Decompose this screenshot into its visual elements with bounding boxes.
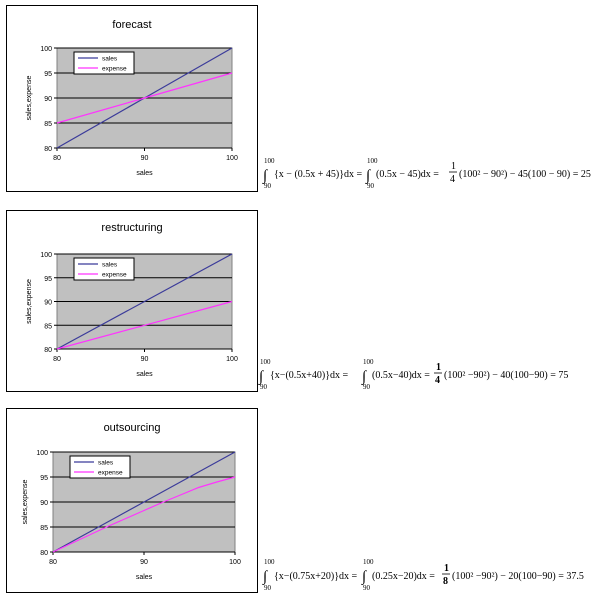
chart-title: forecast: [112, 19, 151, 31]
y-axis-label: sales,expense: [22, 480, 29, 525]
chart-panel-outsourcing: outsourcing 80 85 90 95 100 80 90 100 sales sales,…: [6, 408, 258, 593]
integrand-original: {x − (0.5x + 45)}dx =: [274, 169, 363, 180]
y-tick-label: 80: [44, 347, 52, 354]
chart-panel-restructuring: restructuring 80 85 90 95 100 80 90 100 sales sale…: [6, 210, 258, 392]
y-tick-label: 90: [40, 500, 48, 507]
x-tick-label: 90: [141, 155, 149, 162]
fraction-denominator: 4: [450, 174, 455, 185]
integral-upper-limit: 100: [363, 558, 374, 566]
legend-label-sales: sales: [102, 262, 118, 269]
x-tick-label: 80: [53, 356, 61, 363]
fraction-denominator: 4: [435, 375, 440, 386]
fraction-numerator: 1: [436, 362, 441, 373]
x-axis-label: sales: [136, 574, 153, 581]
y-tick-label: 80: [44, 146, 52, 153]
y-axis-label: sales,expense: [26, 279, 33, 324]
y-tick-label: 95: [40, 475, 48, 482]
integral-lower-limit: 90: [260, 383, 268, 391]
integral-upper-limit: 100: [264, 558, 275, 566]
integrand-original: {x−(0.5x+40)}dx =: [270, 370, 349, 381]
integral-lower-limit: 90: [264, 182, 272, 190]
x-tick-label: 100: [226, 155, 238, 162]
integral-lower-limit: 90: [367, 182, 375, 190]
legend: sales expense: [73, 257, 135, 281]
integrand-simplified: (0.5x−40)dx =: [372, 370, 430, 381]
x-axis-label: sales: [136, 371, 153, 378]
chart-panel-forecast: forecast 80 85 90 95 100 80 90 100 sales sales,exp…: [6, 5, 258, 192]
fraction-denominator: 8: [443, 576, 448, 587]
formula-forecast: 100 ∫ 90 {x − (0.5x + 45)}dx = 100 ∫ 90 …: [262, 156, 602, 190]
integrand-simplified: (0.25x−20)dx =: [372, 571, 435, 582]
y-tick-label: 80: [40, 550, 48, 557]
integral-upper-limit: 100: [363, 358, 374, 366]
chart-outsourcing: outsourcing 80 85 90 95 100 80 90 100 sales sales,…: [22, 422, 241, 581]
formula-result: (100² − 90²) − 45(100 − 90) = 25: [459, 169, 591, 180]
legend-label-sales: sales: [102, 56, 118, 63]
x-tick-label: 100: [229, 559, 241, 566]
integral-sign: ∫: [258, 369, 265, 385]
y-tick-label: 95: [44, 276, 52, 283]
integral-sign: ∫: [361, 569, 368, 585]
chart-title: outsourcing: [104, 422, 161, 434]
integral-upper-limit: 100: [264, 157, 275, 165]
y-tick-label: 90: [44, 96, 52, 103]
integrand-simplified: (0.5x − 45)dx =: [376, 169, 439, 180]
x-axis-label: sales: [136, 170, 153, 177]
integral-lower-limit: 90: [363, 584, 371, 592]
integral-upper-limit: 100: [367, 157, 378, 165]
fraction-numerator: 1: [451, 161, 456, 172]
integral-sign: ∫: [365, 168, 372, 184]
integral-upper-limit: 100: [260, 358, 271, 366]
y-tick-label: 85: [40, 525, 48, 532]
chart-title: restructuring: [101, 222, 162, 234]
x-tick-label: 90: [141, 356, 149, 363]
formula-outsourcing: 100 ∫ 90 {x−(0.75x+20)}dx = 100 ∫ 90 (0.…: [262, 557, 602, 593]
legend: sales expense: [69, 455, 131, 479]
integral-sign: ∫: [262, 168, 269, 184]
series-line-expense: [56, 72, 233, 124]
x-tick-label: 100: [226, 356, 238, 363]
formula-result: (100² −90²) − 20(100−90) = 37.5: [452, 571, 584, 582]
formula-restructuring: 100 ∫ 90 {x−(0.5x+40)}dx = 100 ∫ 90 (0.5…: [258, 357, 603, 391]
legend-label-sales: sales: [98, 460, 114, 467]
legend: sales expense: [73, 51, 135, 75]
y-tick-label: 85: [44, 323, 52, 330]
x-tick-label: 80: [53, 155, 61, 162]
y-tick-label: 100: [36, 450, 48, 457]
y-tick-label: 100: [40, 46, 52, 53]
y-tick-label: 85: [44, 121, 52, 128]
x-tick-label: 80: [49, 559, 57, 566]
legend-label-expense: expense: [98, 470, 123, 477]
legend-label-expense: expense: [102, 66, 127, 73]
integral-lower-limit: 90: [363, 383, 371, 391]
y-tick-label: 95: [44, 71, 52, 78]
integral-sign: ∫: [361, 369, 368, 385]
integral-sign: ∫: [262, 569, 269, 585]
y-tick-label: 100: [40, 252, 52, 259]
formula-result: (100² −90²) − 40(100−90) = 75: [444, 370, 568, 381]
series-line-expense: [52, 476, 236, 553]
series-line-sales: [52, 451, 236, 553]
legend-label-expense: expense: [102, 272, 127, 279]
series-line-sales: [56, 253, 233, 350]
y-tick-label: 90: [44, 300, 52, 307]
fraction-numerator: 1: [444, 563, 449, 574]
series-line-expense: [56, 300, 233, 350]
integral-lower-limit: 90: [264, 584, 272, 592]
y-axis-label: sales,expense: [26, 76, 33, 121]
integrand-original: {x−(0.75x+20)}dx =: [274, 571, 358, 582]
chart-forecast: forecast 80 85 90 95 100 80 90 100 sales sales,exp…: [26, 19, 238, 177]
x-tick-label: 90: [140, 559, 148, 566]
